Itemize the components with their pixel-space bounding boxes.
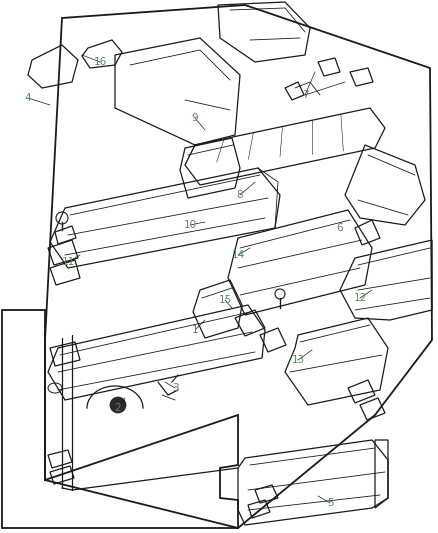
Text: 6: 6 (337, 223, 343, 233)
Text: 7: 7 (302, 90, 308, 100)
Text: 10: 10 (184, 220, 197, 230)
Text: 11: 11 (61, 257, 74, 267)
Text: 16: 16 (93, 57, 106, 67)
Text: 4: 4 (25, 93, 31, 103)
Text: 8: 8 (237, 190, 244, 200)
Text: 2: 2 (115, 403, 121, 413)
Text: 13: 13 (291, 355, 304, 365)
Text: 14: 14 (231, 250, 245, 260)
Text: 5: 5 (327, 498, 333, 508)
Text: 15: 15 (219, 295, 232, 305)
Text: 9: 9 (192, 113, 198, 123)
Text: 12: 12 (353, 293, 367, 303)
Text: 1: 1 (192, 325, 198, 335)
Circle shape (110, 397, 126, 413)
Text: 3: 3 (172, 383, 178, 393)
